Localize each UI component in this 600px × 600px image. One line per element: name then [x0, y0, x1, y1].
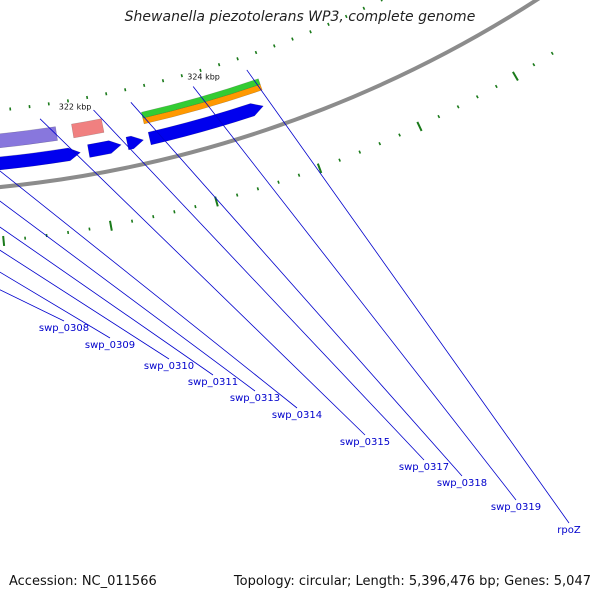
- genome-summary-text: Topology: circular; Length: 5,396,476 bp…: [233, 574, 591, 589]
- gene-arrow: [0, 147, 81, 171]
- map-title: Shewanella piezotolerans WP3, complete g…: [124, 9, 476, 25]
- gc-dot: [316, 163, 323, 174]
- gene-label[interactable]: swp_0309: [85, 340, 135, 351]
- gene-label[interactable]: swp_0314: [272, 410, 322, 421]
- gene-label[interactable]: swp_0317: [399, 462, 449, 473]
- inner-dot: [86, 95, 89, 100]
- gene-label[interactable]: swp_0319: [491, 502, 541, 513]
- gene-leader-line: [192, 86, 517, 501]
- gc-dot: [494, 84, 498, 89]
- inner-dot: [199, 68, 202, 73]
- inner-dot: [291, 37, 294, 41]
- gene-leader-line: [39, 118, 366, 436]
- gc-dot: [475, 95, 479, 99]
- gc-dot: [130, 219, 134, 223]
- gene-leader-line: [0, 170, 298, 409]
- gene-label[interactable]: swp_0308: [39, 323, 89, 334]
- inner-dot: [161, 79, 165, 83]
- gc-dot: [2, 235, 6, 247]
- inner-dot: [236, 57, 239, 61]
- gc-dot: [297, 173, 301, 177]
- gene-leader-line: [0, 249, 170, 360]
- feature-track: [0, 78, 264, 171]
- gene-arrow: [147, 103, 264, 146]
- inner-dot: [327, 22, 330, 26]
- inner-dot: [217, 63, 221, 67]
- gc-dot: [512, 71, 519, 81]
- gene-arrow: [87, 140, 122, 158]
- gene-leader-line: [93, 109, 425, 461]
- gc-dot: [235, 193, 239, 197]
- inner-dot: [254, 50, 258, 55]
- gc-dot: [194, 204, 197, 209]
- gc-dot: [173, 210, 176, 214]
- gc-dot: [108, 220, 113, 231]
- inner-dot: [362, 6, 366, 11]
- gc-dot: [550, 51, 554, 56]
- inner-dot: [309, 30, 312, 34]
- gc-dot: [277, 180, 280, 184]
- inner-dot: [180, 74, 183, 78]
- gc-dot-track: [2, 0, 554, 247]
- gc-dot: [358, 150, 362, 154]
- tick-label: 322 kbp: [59, 102, 92, 111]
- gc-dot: [378, 142, 382, 146]
- inner-dot: [273, 44, 276, 48]
- gene-label[interactable]: swp_0311: [188, 377, 238, 388]
- genome-backbone: [0, 0, 541, 190]
- gc-dot: [256, 187, 260, 191]
- gene-label[interactable]: swp_0313: [230, 393, 280, 404]
- gene-leader-line: [0, 271, 111, 339]
- gc-dot: [437, 114, 441, 119]
- gene-leader-line: [0, 200, 256, 392]
- gene-label[interactable]: swp_0318: [437, 478, 487, 489]
- accession-text: Accession: NC_011566: [9, 574, 157, 589]
- feature-block: [71, 118, 105, 139]
- gene-leader-line: [130, 102, 463, 477]
- gc-dot: [456, 105, 460, 109]
- gc-dot: [416, 121, 423, 132]
- gene-arrow: [125, 135, 145, 151]
- tick-label: 324 kbp: [187, 72, 220, 81]
- inner-dot: [143, 83, 146, 88]
- gene-label-track: swp_0308 swp_0309 swp_0310 swp_0311 swp_0313…: [0, 69, 581, 536]
- gc-dot: [152, 215, 155, 219]
- gene-leader-line: [0, 226, 214, 376]
- feature-block: [0, 126, 58, 149]
- inner-dot: [380, 0, 383, 2]
- inner-dot: [105, 92, 108, 96]
- gene-label[interactable]: swp_0310: [144, 361, 194, 372]
- gc-dot: [398, 133, 401, 137]
- backbone-arc: [0, 0, 541, 190]
- gc-dot: [532, 62, 536, 67]
- gene-label[interactable]: rpoZ: [557, 525, 581, 536]
- gene-label[interactable]: swp_0315: [340, 437, 390, 448]
- gene-leader-line: [246, 69, 570, 524]
- feature-block: [141, 78, 261, 119]
- gc-dot: [338, 158, 341, 162]
- inner-dot: [344, 14, 348, 19]
- inner-dot: [124, 88, 127, 92]
